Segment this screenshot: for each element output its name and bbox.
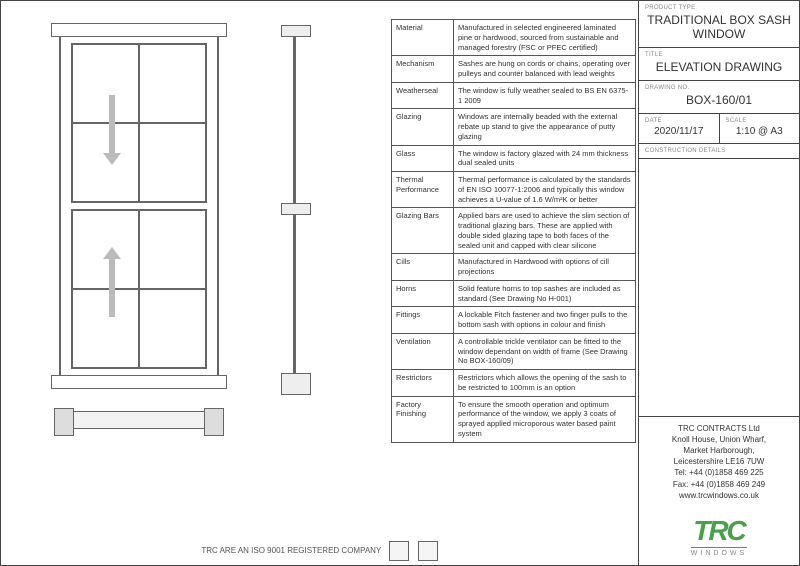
company-address: TRC CONTRACTS Ltd Knoll House, Union Wha… [639, 416, 799, 507]
spec-key: Glass [392, 145, 454, 172]
spec-row: MaterialManufactured in selected enginee… [392, 20, 636, 56]
spec-row: RestrictorsRestrictors which allows the … [392, 370, 636, 397]
spec-row: FittingsA lockable Fitch fastener and tw… [392, 307, 636, 334]
window-head [51, 23, 227, 37]
spec-key: Material [392, 20, 454, 56]
spec-value: Solid feature horns to top sashes are in… [454, 280, 636, 307]
spec-key: Weatherseal [392, 82, 454, 109]
vertical-section [281, 25, 311, 395]
plan-section [59, 411, 219, 429]
spec-row: VentilationA controllable trickle ventil… [392, 333, 636, 369]
iso-badge-icon [389, 541, 409, 561]
spec-row: WeathersealThe window is fully weather s… [392, 82, 636, 109]
upper-sash [71, 43, 207, 203]
spec-key: Thermal Performance [392, 172, 454, 208]
spec-key: Glazing Bars [392, 208, 454, 254]
date: 2020/11/17 [645, 124, 713, 139]
product-type: TRADITIONAL BOX SASH WINDOW [645, 11, 793, 43]
spec-key: Factory Finishing [392, 396, 454, 442]
spec-value: A controllable trickle ventilator can be… [454, 333, 636, 369]
spec-table: MaterialManufactured in selected enginee… [391, 19, 636, 443]
spec-value: The window is factory glazed with 24 mm … [454, 145, 636, 172]
spec-key: Ventilation [392, 333, 454, 369]
arrow-up-icon [109, 257, 115, 317]
spec-row: Factory FinishingTo ensure the smooth op… [392, 396, 636, 442]
drawing-area: MaterialManufactured in selected enginee… [1, 1, 639, 565]
spec-key: Fittings [392, 307, 454, 334]
iso-text: TRC ARE AN ISO 9001 REGISTERED COMPANY [201, 546, 381, 555]
spec-row: CillsManufactured in Hardwood with optio… [392, 254, 636, 281]
spec-row: GlassThe window is factory glazed with 2… [392, 145, 636, 172]
spec-value: Manufactured in selected engineered lami… [454, 20, 636, 56]
spec-key: Restrictors [392, 370, 454, 397]
spec-value: A lockable Fitch fastener and two finger… [454, 307, 636, 334]
arrow-down-icon [109, 95, 115, 155]
spec-value: Sashes are hung on cords or chains, oper… [454, 56, 636, 83]
spec-row: HornsSolid feature horns to top sashes a… [392, 280, 636, 307]
drawing-sheet: MaterialManufactured in selected enginee… [0, 0, 800, 566]
spec-value: Thermal performance is calculated by the… [454, 172, 636, 208]
window-sill [51, 375, 227, 389]
spec-key: Horns [392, 280, 454, 307]
spec-key: Cills [392, 254, 454, 281]
spec-value: To ensure the smooth operation and optim… [454, 396, 636, 442]
spec-value: Applied bars are used to achieve the sli… [454, 208, 636, 254]
construction-label: CONSTRUCTION DETAILS [645, 148, 793, 154]
spec-value: Windows are internally beaded with the e… [454, 109, 636, 145]
drawing-title: ELEVATION DRAWING [645, 58, 793, 76]
company-logo: TRC WINDOWS [639, 507, 799, 565]
spec-value: Manufactured in Hardwood with options of… [454, 254, 636, 281]
spec-key: Mechanism [392, 56, 454, 83]
iso-footer: TRC ARE AN ISO 9001 REGISTERED COMPANY [1, 541, 638, 561]
spec-value: The window is fully weather sealed to BS… [454, 82, 636, 109]
spec-row: GlazingWindows are internally beaded wit… [392, 109, 636, 145]
spec-row: Glazing BarsApplied bars are used to ach… [392, 208, 636, 254]
dwg-no: BOX-160/01 [645, 91, 793, 109]
window-elevation [59, 31, 219, 381]
spec-value: Restrictors which allows the opening of … [454, 370, 636, 397]
spec-row: MechanismSashes are hung on cords or cha… [392, 56, 636, 83]
lower-sash [71, 209, 207, 369]
spec-key: Glazing [392, 109, 454, 145]
spec-row: Thermal PerformanceThermal performance i… [392, 172, 636, 208]
ukas-badge-icon [418, 541, 438, 561]
window-frame [59, 31, 219, 381]
scale: 1:10 @ A3 [726, 124, 794, 139]
title-block: PRODUCT TYPE TRADITIONAL BOX SASH WINDOW… [639, 1, 799, 565]
